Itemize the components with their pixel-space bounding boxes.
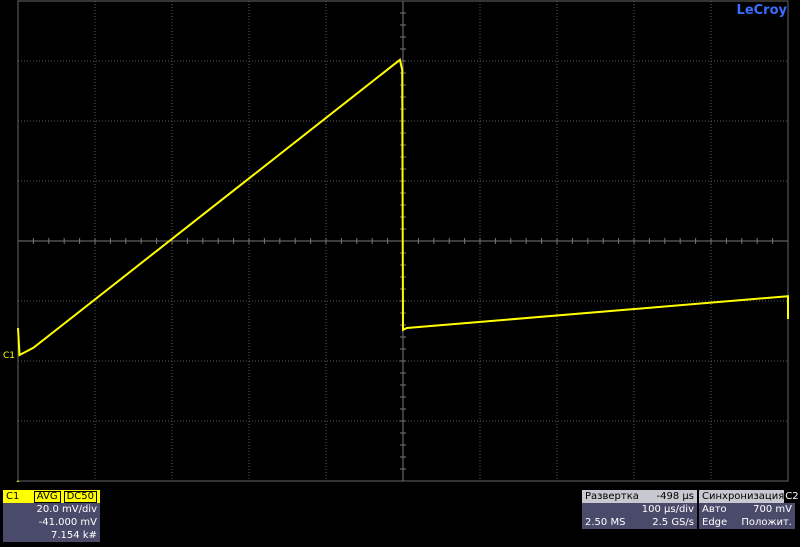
trigger-type: Edge: [702, 517, 728, 528]
timebase-title: Развертка: [585, 491, 639, 502]
timebase-delay: -498 µs: [656, 491, 694, 502]
trigger-level: 700 mV: [753, 504, 792, 515]
trigger-mode: Авто: [702, 504, 727, 515]
timebase-rate: 2.5 GS/s: [652, 517, 694, 528]
trigger-panel: Синхронизация C2 Авто 700 mV Edge Положит.: [699, 490, 800, 529]
channel-offset: -41.000 mV: [38, 517, 97, 528]
logo: LeCroy: [737, 3, 788, 18]
timebase-scale: 100 µs/div: [641, 504, 694, 515]
display-border: [17, 0, 789, 482]
trigger-source: C2: [784, 490, 800, 503]
trigger-slope: Положит.: [741, 517, 792, 528]
channel-mode: AVG: [33, 491, 61, 503]
channel-panel: C1 AVG DC50 20.0 mV/div -41.000 mV 7.154…: [3, 490, 100, 542]
timebase-samples: 2.50 MS: [585, 517, 626, 528]
channel-scale: 20.0 mV/div: [36, 504, 97, 515]
waveform: [17, 58, 789, 357]
channel-coupling: DC50: [63, 491, 97, 503]
channel-sweeps: 7.154 k#: [51, 530, 97, 541]
channel-name: C1: [6, 491, 20, 502]
timebase-panel: Развертка -498 µs 100 µs/div 2.50 MS 2.5 G…: [582, 490, 697, 529]
waveform-display: LeCroy C1: [3, 0, 789, 482]
channel-marker: C1: [3, 351, 15, 361]
trigger-title: Синхронизация: [702, 491, 785, 502]
